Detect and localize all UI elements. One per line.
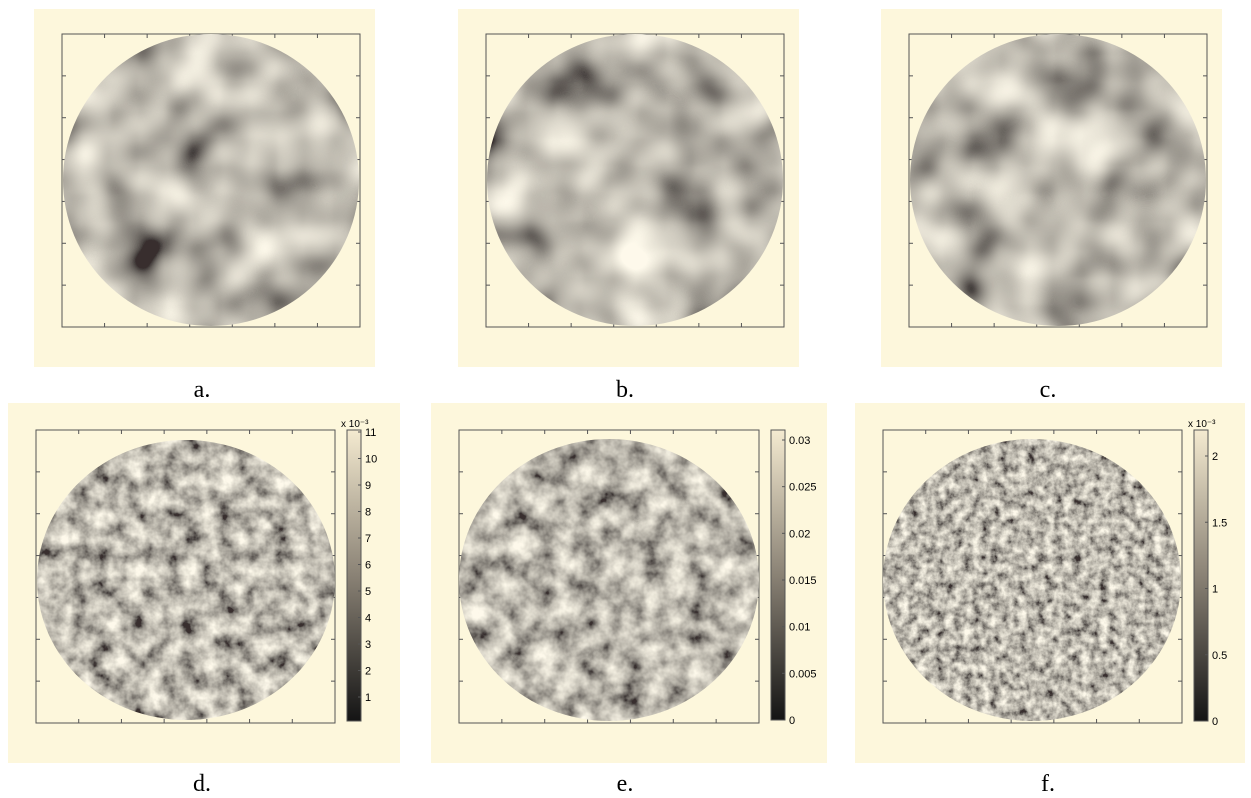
panel-b-caption: b.: [616, 377, 634, 403]
panel-c-caption: c.: [1039, 377, 1057, 403]
intensity-field: [487, 34, 783, 326]
colorbar-tick-label: 1: [1212, 584, 1218, 596]
colorbar-tick-label: 0.015: [789, 575, 817, 587]
axes-frame: [35, 429, 336, 724]
colorbar-tick-label: 0: [789, 715, 795, 727]
axes-frame: [458, 429, 760, 724]
axis-ticks: [883, 430, 1182, 723]
colorbar: [346, 429, 362, 722]
panel-d-caption: d.: [193, 771, 211, 797]
colorbar-tick-label: 5: [365, 586, 371, 598]
colorbar-tick-label: 0.005: [789, 668, 817, 680]
colorbar-tick-label: 11: [365, 427, 376, 439]
intensity-field: [883, 439, 1181, 721]
colorbar-tick-label: 1.5: [1212, 517, 1227, 529]
colorbar-tick-label: 0.025: [789, 482, 817, 494]
colorbar-tick-label: 9: [365, 480, 371, 492]
colorbar-exponent-label: x 10⁻³: [1188, 419, 1216, 430]
colorbar: [770, 429, 786, 721]
axes-frame: [882, 429, 1183, 724]
colorbar: [1193, 429, 1209, 722]
colorbar-tick-label: 8: [365, 507, 371, 519]
colorbar-tick-label: 4: [365, 613, 371, 625]
colorbar-tick-label: 0.02: [789, 528, 810, 540]
intensity-field: [63, 34, 359, 326]
intensity-field: [37, 440, 335, 720]
colorbar-tick-label: 7: [365, 533, 371, 545]
colorbar-tick-label: 6: [365, 560, 371, 572]
colorbar-tick-label: 0.01: [789, 622, 810, 634]
panel-f-caption: f.: [1041, 771, 1055, 797]
panel-e-caption: e.: [616, 771, 634, 797]
colorbar-tick-label: 2: [1212, 451, 1218, 463]
colorbar-exponent-label: x 10⁻³: [341, 419, 369, 430]
colorbar-tick-label: 10: [365, 454, 377, 466]
intensity-field: [459, 439, 759, 721]
panel-a-caption: a.: [193, 377, 211, 403]
intensity-field: [910, 34, 1206, 326]
colorbar-tick-label: 1: [365, 692, 371, 704]
colorbar-tick-label: 3: [365, 639, 371, 651]
colorbar-tick-label: 0: [1212, 716, 1218, 728]
colorbar-tick-label: 0.03: [789, 435, 810, 447]
colorbar-tick-label: 0.5: [1212, 650, 1227, 662]
axis-ticks: [459, 430, 759, 723]
colorbar-tick-label: 2: [365, 666, 371, 678]
